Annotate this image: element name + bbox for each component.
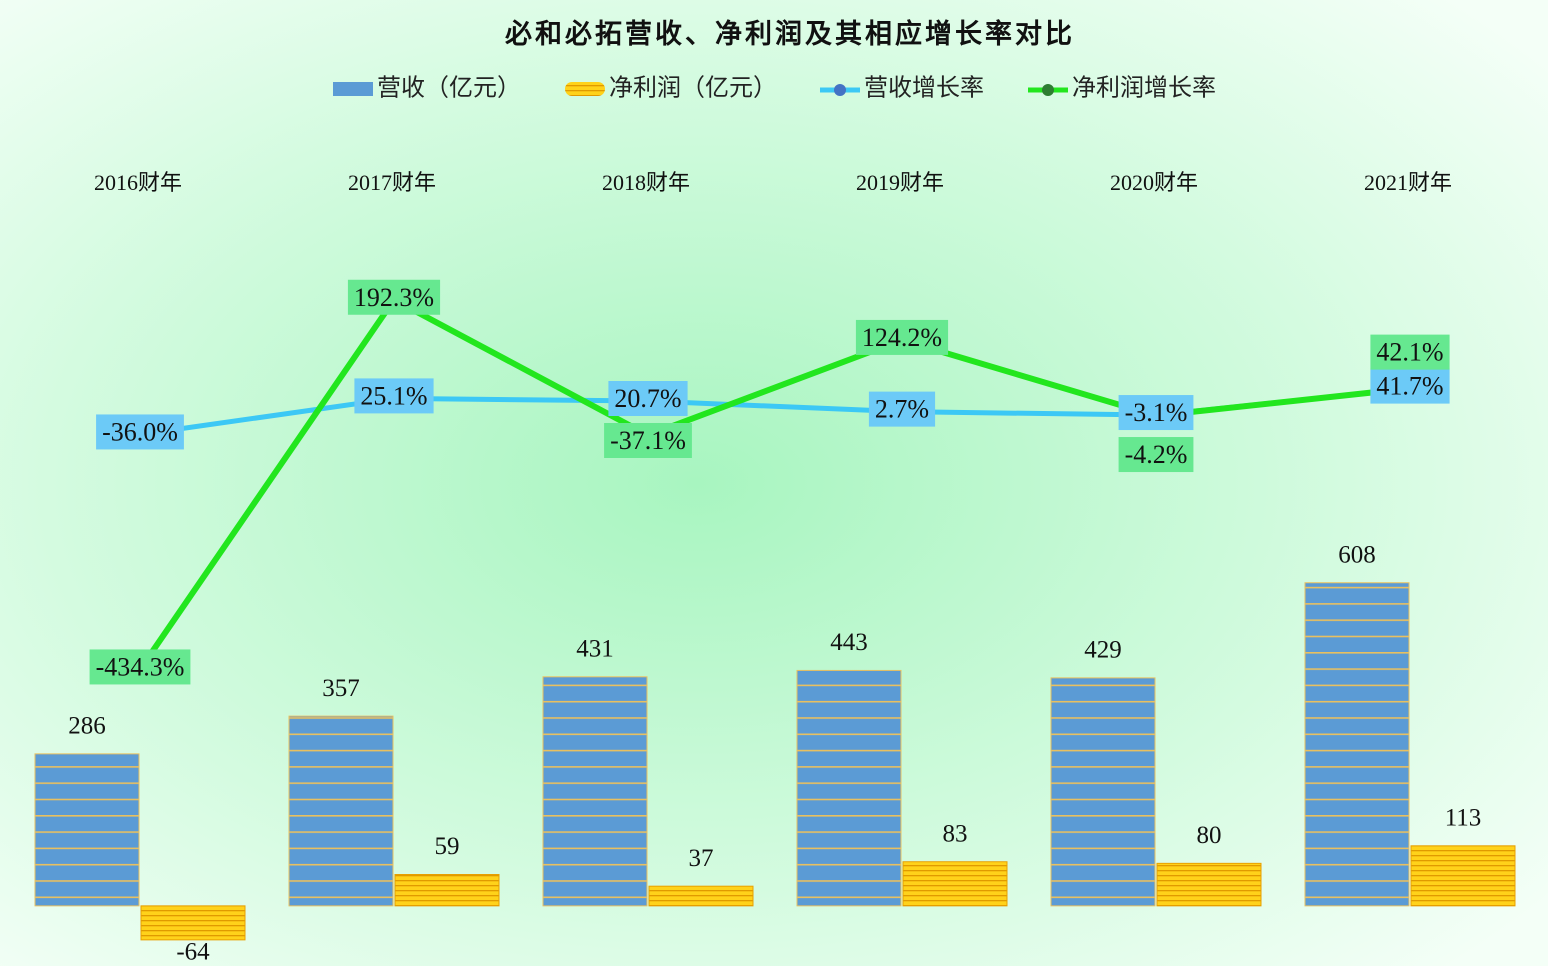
legend-swatch	[333, 82, 373, 96]
bar	[288, 715, 394, 907]
data-label: 124.2%	[862, 323, 942, 352]
data-label-box: -434.3%	[89, 649, 191, 685]
x-tick-label: 2020财年	[1110, 170, 1198, 195]
bar	[1156, 862, 1262, 907]
chart-title: 必和必拓营收、净利润及其相应增长率对比	[505, 18, 1075, 49]
data-label: 429	[1084, 637, 1122, 664]
label-background	[1118, 395, 1194, 431]
x-tick-label: 2019财年	[856, 170, 944, 195]
label-background	[608, 380, 688, 416]
line	[137, 296, 1411, 672]
data-label-box: 20.7%	[608, 380, 688, 416]
bar	[1410, 845, 1516, 907]
data-label-box: 2.7%	[868, 391, 936, 427]
x-tick-label: 2016财年	[94, 170, 182, 195]
legend-label: 净利润增长率	[1072, 75, 1216, 102]
data-label: 113	[1445, 805, 1482, 832]
bar	[648, 885, 754, 907]
data-label: -4.2%	[1125, 440, 1188, 469]
legend-label: 净利润（亿元）	[609, 75, 777, 102]
data-label-box: 25.1%	[354, 378, 434, 414]
data-label: 20.7%	[614, 384, 681, 413]
legend-label: 营收增长率	[864, 75, 984, 102]
data-label-box: -37.1%	[604, 422, 692, 458]
data-label: -3.1%	[1125, 398, 1188, 427]
legend: 营收（亿元） 净利润（亿元） 营收增长率 净利润增长率	[333, 75, 1216, 102]
bar	[140, 905, 246, 941]
bar	[542, 676, 648, 907]
label-background	[604, 422, 692, 458]
data-label: 2.7%	[875, 395, 929, 424]
data-label-box: -36.0%	[96, 414, 184, 450]
label-background	[354, 378, 434, 414]
data-label-box: 41.7%	[1370, 368, 1450, 404]
label-background	[1118, 437, 1194, 473]
data-label-box: 42.1%	[1370, 334, 1450, 370]
bar	[1050, 677, 1156, 907]
data-label: 192.3%	[354, 283, 434, 312]
legend-swatch	[834, 84, 846, 96]
data-label: 608	[1338, 541, 1376, 568]
bar	[394, 874, 500, 907]
data-label: 357	[322, 675, 360, 702]
data-label: 42.1%	[1376, 338, 1443, 367]
legend-label: 营收（亿元）	[377, 75, 521, 102]
data-label: 83	[943, 820, 968, 847]
data-label: 25.1%	[360, 381, 427, 410]
label-background	[1370, 368, 1450, 404]
data-label: 443	[830, 629, 868, 656]
legend-swatch	[565, 82, 605, 96]
x-tick-label: 2017财年	[348, 170, 436, 195]
x-tick-label: 2021财年	[1364, 170, 1452, 195]
label-background	[96, 414, 184, 450]
data-label: 59	[435, 833, 460, 860]
bar	[34, 753, 140, 907]
legend-swatch	[1042, 84, 1054, 96]
data-label: -434.3%	[96, 652, 185, 681]
label-background	[347, 279, 441, 315]
data-label: 286	[68, 713, 106, 740]
data-label-box: 124.2%	[855, 319, 949, 355]
data-label-box: 192.3%	[347, 279, 441, 315]
data-label: -36.0%	[102, 417, 178, 446]
data-label: 37	[689, 845, 714, 872]
bar	[902, 861, 1008, 907]
data-label: 431	[576, 636, 614, 663]
x-tick-label: 2018财年	[602, 170, 690, 195]
data-label: 80	[1197, 822, 1222, 849]
data-label: -37.1%	[610, 426, 686, 455]
label-background	[868, 391, 936, 427]
bar	[1304, 582, 1410, 907]
data-label-box: -4.2%	[1118, 437, 1194, 473]
data-label: -64	[176, 939, 210, 966]
bar	[796, 669, 902, 907]
data-label-box: -3.1%	[1118, 395, 1194, 431]
label-background	[855, 319, 949, 355]
data-label: 41.7%	[1376, 372, 1443, 401]
label-background	[1370, 334, 1450, 370]
label-background	[89, 649, 191, 685]
